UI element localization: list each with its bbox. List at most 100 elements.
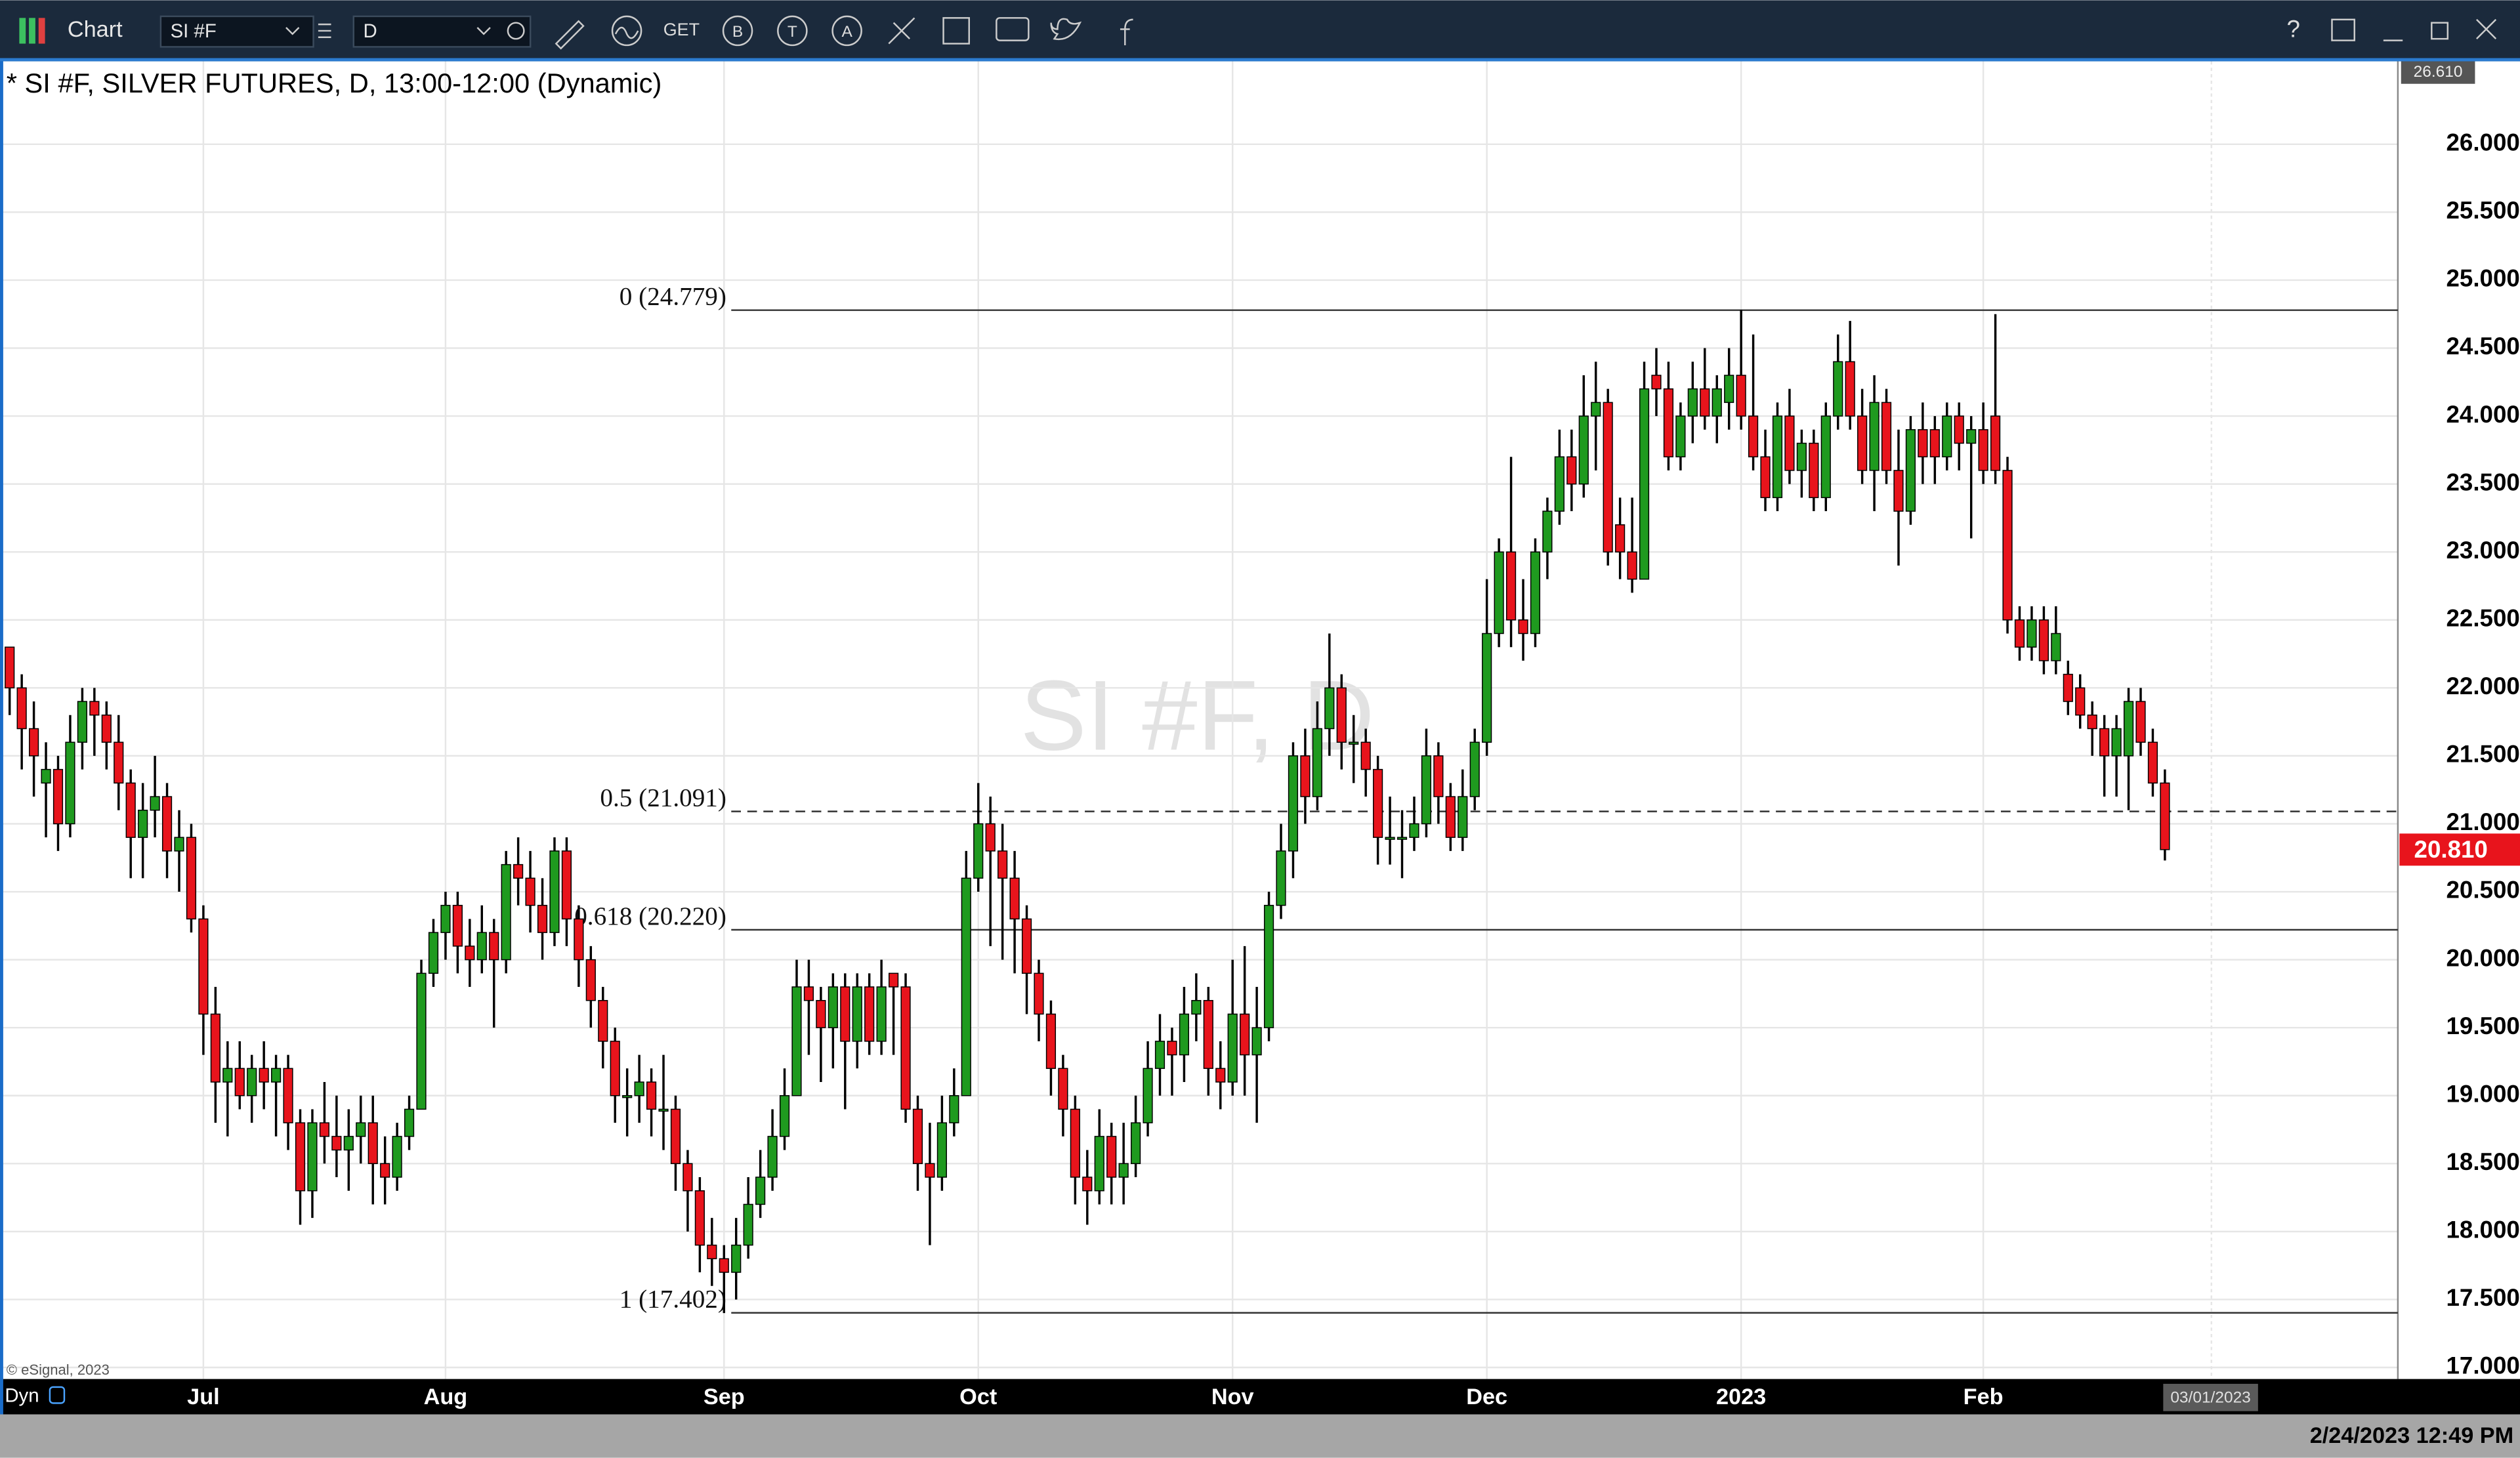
candle-body [525, 877, 536, 906]
facebook-icon[interactable] [1120, 18, 1133, 45]
candle-body [1978, 429, 1988, 471]
x-axis-strip [0, 1379, 2520, 1415]
dropdown-arrow[interactable] [476, 27, 491, 35]
plot-area: SI #F, D17.00017.50018.00018.50019.00019… [3, 61, 2520, 1379]
candle-body [1360, 741, 1371, 770]
candle-body [2002, 470, 2013, 621]
get-button[interactable]: GET [663, 20, 700, 39]
y-tick-label: 26.000 [2446, 129, 2520, 156]
study-icon[interactable] [611, 15, 642, 47]
chat-icon[interactable] [996, 17, 1030, 41]
candle-body [1034, 972, 1044, 1015]
candle-body [41, 768, 51, 784]
candle-body [1954, 415, 1964, 444]
candle-body [1663, 388, 1674, 457]
menu-icon[interactable] [318, 23, 331, 38]
toolbar-button[interactable] [722, 15, 753, 47]
candle-body [1179, 1013, 1189, 1056]
candle-body [2075, 687, 2086, 716]
close-button[interactable] [2476, 18, 2497, 40]
candle-body [161, 796, 173, 852]
candle-body [295, 1122, 306, 1192]
candle-body [1942, 415, 1952, 457]
candle-body [174, 837, 184, 852]
toolbar-button[interactable] [777, 15, 808, 47]
candle-body [1421, 755, 1432, 825]
y-tick-label: 20.000 [2446, 944, 2520, 971]
draw-icon[interactable] [555, 20, 585, 50]
toolbar-button[interactable] [831, 15, 862, 47]
candle-body [1409, 823, 1419, 838]
candle-body [198, 918, 209, 1015]
candle-body [936, 1122, 947, 1178]
candle-body [1251, 1027, 1262, 1056]
candle-body [1227, 1013, 1238, 1083]
x-tick-label: Sep [704, 1385, 745, 1409]
app-icon [19, 18, 26, 44]
candle-body [767, 1136, 778, 1178]
clock-icon[interactable] [507, 22, 525, 40]
candle-body [1736, 375, 1746, 417]
last-price-label: 20.810 [2414, 836, 2488, 863]
candle-body [125, 782, 136, 838]
lock-icon[interactable] [49, 1386, 66, 1404]
help-button[interactable]: ? [2286, 16, 2300, 43]
candle-body [634, 1081, 644, 1096]
candle-body [840, 986, 850, 1042]
candle-body [1542, 510, 1553, 552]
toolbar-button-label: B [732, 23, 743, 41]
toolbar-button-label: T [788, 23, 797, 41]
candle-body [1021, 918, 1032, 974]
candle-body [259, 1068, 269, 1083]
interval-input[interactable] [352, 15, 532, 48]
candle-body [2099, 728, 2110, 757]
candle-body [1615, 524, 1626, 552]
candle-body [89, 701, 100, 716]
save-icon[interactable] [2331, 18, 2355, 41]
candle-body [476, 932, 487, 961]
candle-body [719, 1258, 729, 1273]
candle-body [16, 687, 27, 730]
x-tick-label: Feb [1964, 1385, 2004, 1409]
candle-body [428, 932, 439, 974]
candle-body [670, 1108, 681, 1165]
candle-body [1288, 755, 1299, 852]
candle-body [1675, 415, 1686, 457]
candle-body [1712, 388, 1722, 417]
note-icon[interactable] [942, 17, 970, 45]
candle-body [1857, 415, 1868, 471]
candle-body [1833, 361, 1843, 417]
candle-body [1445, 796, 1456, 838]
x-tick-label: 2023 [1716, 1385, 1766, 1409]
fib-label: 1 (17.402) [620, 1285, 726, 1314]
tool-icon[interactable] [888, 17, 915, 45]
candle-body [1373, 768, 1383, 838]
candle-body [585, 959, 596, 1001]
candle-body [1966, 429, 1977, 444]
left-border [0, 61, 3, 1415]
candle-body [271, 1068, 282, 1083]
candle-body [828, 986, 838, 1028]
y-tick-label: 19.500 [2446, 1012, 2520, 1039]
top-price-label: 26.610 [2414, 63, 2463, 81]
dropdown-arrow[interactable] [285, 27, 300, 35]
fib-label: 0.5 (21.091) [600, 783, 726, 812]
twitter-icon[interactable] [1050, 18, 1082, 41]
restore-button[interactable] [2431, 22, 2449, 40]
symbol-input[interactable] [159, 15, 314, 48]
candle-body [1494, 551, 1504, 635]
candle-body [1724, 375, 1734, 404]
candle-body [1845, 361, 1855, 417]
candle-body [791, 986, 802, 1096]
candle-body [1784, 415, 1795, 471]
candle-body [2038, 619, 2049, 661]
candle-body [1530, 551, 1541, 635]
candle-body [925, 1163, 935, 1178]
candle-body [1796, 442, 1807, 471]
candle-body [29, 728, 39, 757]
y-tick-label: 22.000 [2446, 673, 2520, 699]
candle-body [1482, 633, 1492, 743]
candle-body [1929, 429, 1940, 457]
candle-body [1191, 1000, 1202, 1015]
candle-body [622, 1095, 633, 1098]
